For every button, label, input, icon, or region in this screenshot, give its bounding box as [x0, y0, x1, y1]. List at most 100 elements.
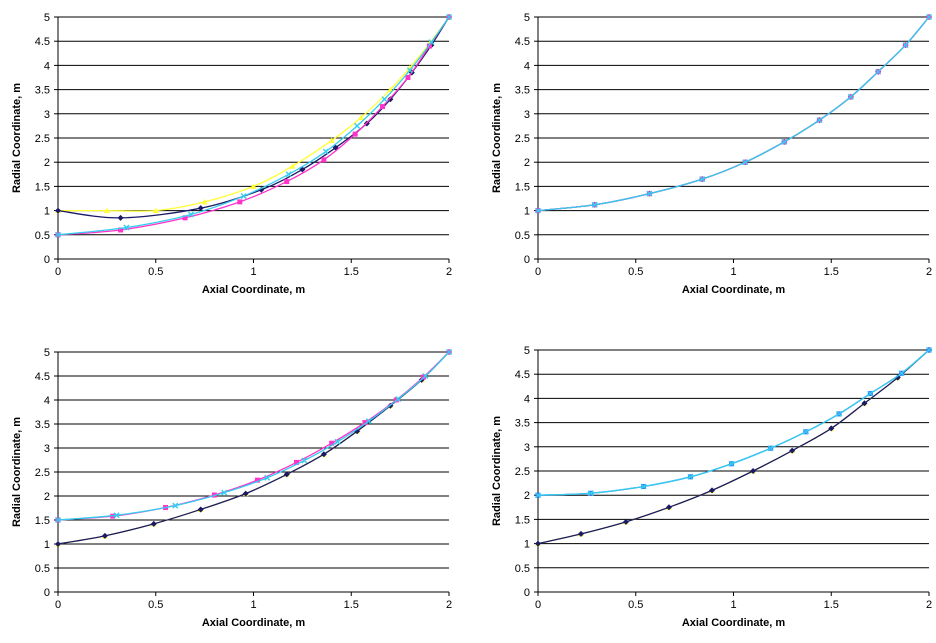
data-point	[240, 193, 247, 200]
series-3	[535, 347, 932, 499]
y-tick-label: 5	[44, 347, 50, 359]
x-tick-label: 0.5	[148, 599, 163, 611]
series-line	[57, 16, 450, 236]
data-point	[284, 179, 290, 185]
y-tick-label: 3	[44, 109, 50, 121]
data-point	[150, 520, 157, 527]
x-tick-label: 1.5	[344, 599, 359, 611]
data-point	[406, 67, 413, 74]
data-point	[728, 460, 735, 467]
data-point	[767, 445, 774, 452]
data-point	[197, 506, 204, 513]
y-tick-label: 4	[524, 60, 530, 72]
y-tick-label: 3.5	[35, 85, 50, 97]
data-point	[828, 425, 835, 432]
y-tick-label: 0	[524, 254, 530, 266]
data-point	[894, 374, 901, 381]
data-point	[875, 68, 882, 75]
chart-top-left: 0 0.5 1 1.5 2 2.5 3 3.5 4 4.5 5 0 0.5 1 1.5 2 Axial Coor…	[11, 12, 452, 296]
y-tick-label: 4.5	[515, 36, 530, 48]
series-line	[58, 16, 450, 212]
data-point	[113, 512, 120, 519]
data-point	[380, 104, 386, 110]
data-point	[687, 473, 694, 480]
x-tick-label: 0.5	[628, 266, 643, 278]
y-tick-label: 5	[524, 12, 530, 24]
y-tick-label: 3	[44, 443, 50, 455]
data-point	[578, 530, 585, 537]
data-point	[187, 211, 194, 218]
x-tick-label: 0	[535, 599, 541, 611]
y-tick-label: 0.5	[35, 230, 50, 242]
data-point	[591, 201, 598, 208]
data-point	[182, 215, 188, 221]
data-point	[118, 227, 124, 233]
data-point	[152, 207, 159, 214]
data-point	[201, 198, 208, 205]
data-point	[861, 400, 868, 407]
data-point	[665, 504, 672, 511]
y-tick-label: 2	[524, 490, 530, 502]
x-tick-label: 0	[55, 599, 61, 611]
y-axis-title: Radial Coordinate, m	[491, 416, 503, 526]
y-tick-label: 1.5	[35, 181, 50, 193]
y-tick-label: 4.5	[35, 36, 50, 48]
data-point	[294, 459, 300, 465]
data-point	[301, 457, 308, 464]
series-3	[55, 349, 452, 523]
data-point	[321, 157, 327, 163]
x-tick-label: 0	[55, 266, 61, 278]
series-line	[57, 351, 450, 521]
data-point	[802, 428, 809, 435]
data-point	[387, 96, 394, 103]
y-tick-label: 0	[44, 587, 50, 599]
data-point	[172, 502, 179, 509]
y-axis-title: Radial Coordinate, m	[491, 83, 503, 193]
series-3	[55, 14, 452, 238]
x-tick-label: 2	[926, 266, 932, 278]
y-tick-label: 2.5	[515, 466, 530, 478]
data-point	[395, 396, 402, 403]
data-point	[328, 137, 335, 143]
data-point	[446, 14, 452, 20]
y-tick-label: 2	[44, 157, 50, 169]
data-point	[221, 489, 228, 496]
data-point	[789, 447, 796, 454]
y-tick-label: 5	[524, 345, 530, 357]
data-point	[867, 390, 874, 397]
data-point	[254, 477, 260, 483]
data-point	[197, 205, 204, 212]
y-axis-title: Radial Coordinate, m	[11, 417, 23, 527]
y-tick-label: 4	[524, 393, 530, 405]
y-tick-label: 4	[44, 60, 50, 72]
data-point	[381, 96, 388, 103]
data-point	[55, 541, 61, 547]
y-tick-label: 1	[524, 206, 530, 218]
data-point	[535, 207, 541, 214]
data-point	[365, 418, 372, 425]
data-point	[640, 483, 647, 490]
y-tick-label: 2.5	[35, 133, 50, 145]
data-point	[781, 138, 788, 145]
data-point	[55, 207, 61, 214]
y-tick-label: 0.5	[515, 230, 530, 242]
series-line	[57, 351, 450, 521]
data-point	[699, 176, 706, 183]
y-tick-label: 1.5	[515, 514, 530, 526]
data-point	[55, 231, 61, 238]
data-point	[334, 438, 341, 445]
x-tick-label: 2	[446, 599, 452, 611]
data-point	[250, 183, 257, 189]
x-axis-title: Axial Coordinate, m	[682, 617, 786, 629]
y-tick-label: 2.5	[35, 467, 50, 479]
data-point	[902, 42, 909, 49]
data-point	[836, 410, 843, 417]
y-tick-label: 3.5	[35, 419, 50, 431]
y-tick-label: 2	[44, 491, 50, 503]
data-point	[622, 518, 629, 525]
y-tick-label: 0.5	[35, 563, 50, 575]
data-point	[285, 171, 292, 178]
y-tick-label: 1.5	[35, 515, 50, 527]
data-point	[55, 517, 61, 523]
data-point	[426, 43, 432, 49]
